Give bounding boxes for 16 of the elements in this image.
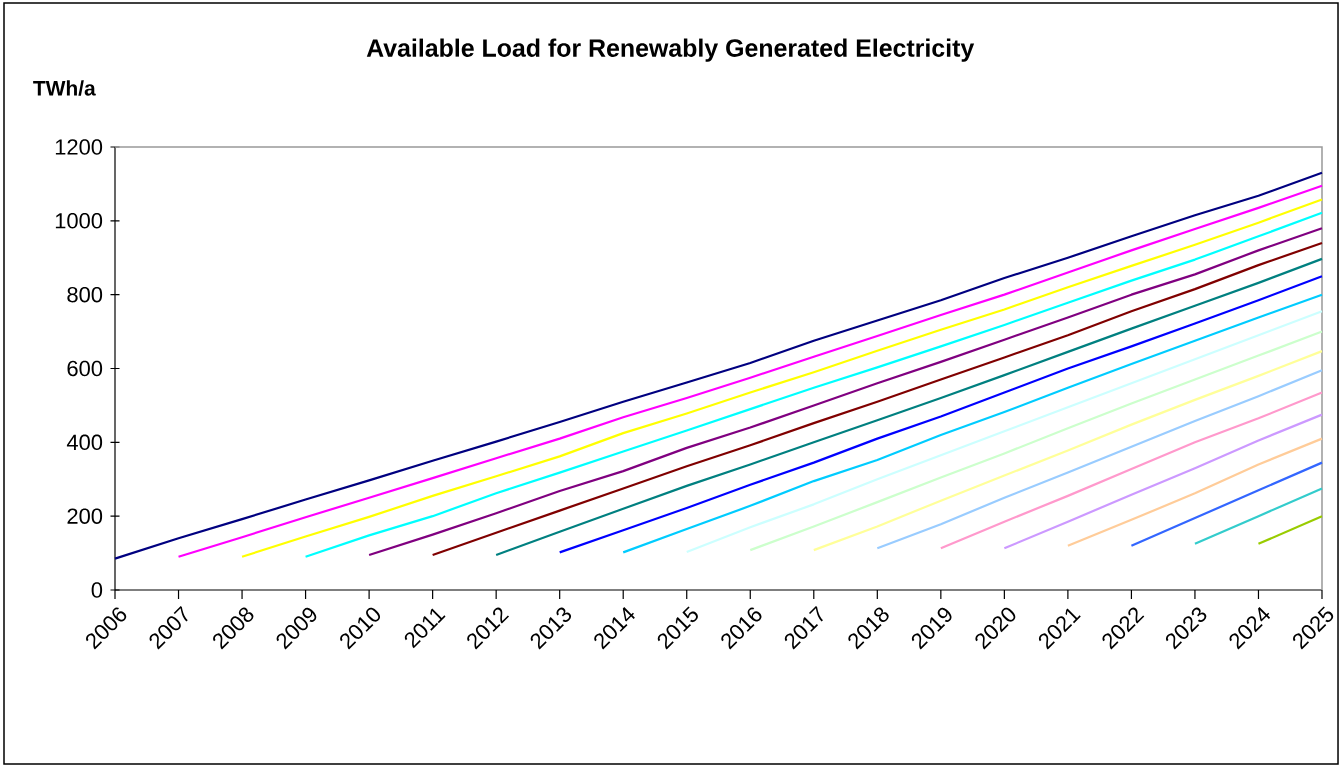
line-series bbox=[749, 330, 1324, 552]
line-series bbox=[812, 350, 1324, 552]
y-tick-label: 0 bbox=[91, 582, 103, 598]
line-series bbox=[1003, 413, 1324, 550]
line-series bbox=[939, 391, 1324, 550]
y-axis-title: TWh/a bbox=[33, 80, 96, 96]
line-series bbox=[1066, 437, 1324, 547]
y-tick-label: 400 bbox=[66, 434, 103, 451]
y-tick-label: 200 bbox=[67, 508, 103, 524]
line-series bbox=[876, 369, 1324, 550]
y-tick-label: 1200 bbox=[55, 139, 103, 155]
y-tick-label: 1000 bbox=[55, 213, 103, 229]
line-series bbox=[1130, 461, 1324, 547]
y-tick-label: 600 bbox=[67, 360, 103, 377]
y-tick-label: 800 bbox=[67, 286, 103, 303]
chart-title: Available Load for Renewably Generated Electricity bbox=[366, 38, 975, 62]
